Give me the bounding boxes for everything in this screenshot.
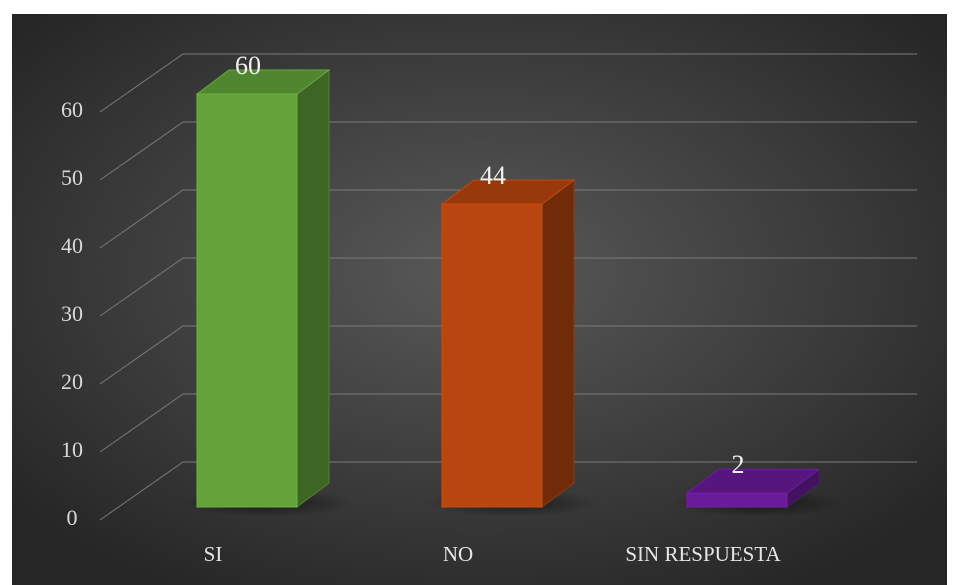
value-label: 44: [480, 161, 506, 190]
value-label: 60: [235, 51, 261, 80]
y-tick-label: 40: [61, 233, 83, 258]
bar-side: [296, 69, 330, 508]
grid-line: [99, 461, 917, 521]
y-tick-label: 20: [61, 369, 83, 394]
bar: [441, 203, 543, 508]
bar-side: [541, 179, 575, 508]
value-label: 2: [732, 450, 745, 479]
y-tick-label: 50: [61, 165, 83, 190]
y-tick-label: 0: [67, 505, 78, 530]
grid-line: [99, 121, 917, 181]
bar: [196, 93, 298, 508]
x-tick-label: SI: [204, 542, 223, 566]
x-tick-label: NO: [443, 542, 473, 566]
grid-line: [99, 189, 917, 249]
grid-line: [99, 53, 917, 113]
y-tick-label: 30: [61, 301, 83, 326]
x-tick-label: SIN RESPUESTA: [625, 542, 781, 566]
y-tick-label: 60: [61, 97, 83, 122]
y-tick-label: 10: [61, 437, 83, 462]
grid-line: [99, 393, 917, 453]
grid-line: [99, 257, 917, 317]
grid-line: [99, 325, 917, 385]
bar: [686, 492, 788, 508]
